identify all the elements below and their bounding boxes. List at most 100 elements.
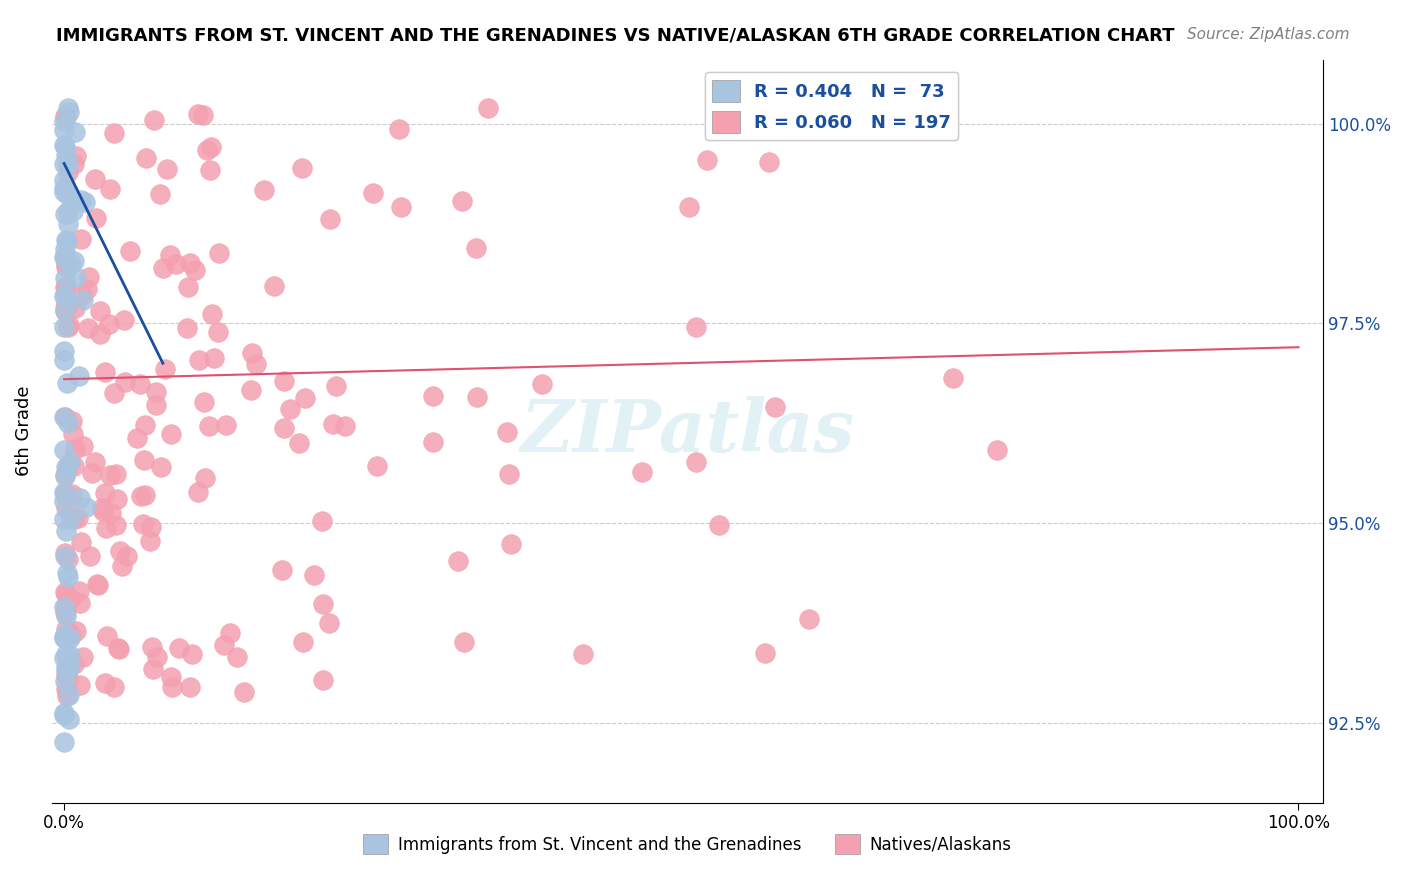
Point xyxy=(63,459,86,474)
Point xyxy=(55,486,77,500)
Point xyxy=(56,689,79,703)
Point xyxy=(388,122,411,136)
Point xyxy=(53,139,76,153)
Point xyxy=(942,370,965,384)
Point xyxy=(160,680,183,694)
Point xyxy=(89,304,111,318)
Point xyxy=(55,280,77,294)
Point xyxy=(312,597,335,611)
Point xyxy=(319,211,342,226)
Point xyxy=(253,183,276,197)
Point xyxy=(91,501,114,516)
Point xyxy=(58,157,80,171)
Point xyxy=(115,549,138,563)
Point xyxy=(53,206,76,220)
Point xyxy=(292,635,315,649)
Point xyxy=(202,351,225,365)
Point xyxy=(763,400,786,414)
Point xyxy=(188,352,211,367)
Point xyxy=(65,624,87,638)
Point xyxy=(53,123,76,137)
Point xyxy=(333,418,356,433)
Point xyxy=(55,604,77,618)
Point xyxy=(72,649,94,664)
Point xyxy=(165,257,187,271)
Point xyxy=(103,386,125,401)
Point xyxy=(77,269,100,284)
Point xyxy=(53,469,76,483)
Point xyxy=(53,302,76,317)
Point xyxy=(363,186,385,201)
Point xyxy=(245,358,267,372)
Point xyxy=(62,204,84,219)
Point xyxy=(160,670,183,684)
Point xyxy=(498,467,520,481)
Legend: R = 0.404   N =  73, R = 0.060   N = 197: R = 0.404 N = 73, R = 0.060 N = 197 xyxy=(706,72,957,140)
Point xyxy=(685,455,707,469)
Point xyxy=(59,632,82,646)
Point xyxy=(53,248,76,262)
Point xyxy=(72,439,94,453)
Point xyxy=(53,467,76,482)
Point xyxy=(53,706,76,720)
Point xyxy=(53,243,76,257)
Point xyxy=(56,204,79,219)
Point xyxy=(142,662,165,676)
Point xyxy=(53,289,76,303)
Point xyxy=(56,101,79,115)
Point xyxy=(70,231,93,245)
Point xyxy=(103,126,125,140)
Point xyxy=(55,233,77,247)
Point xyxy=(145,384,167,399)
Point xyxy=(55,376,77,390)
Point xyxy=(110,559,132,574)
Point xyxy=(179,681,201,695)
Point xyxy=(145,398,167,412)
Point xyxy=(55,260,77,274)
Point xyxy=(287,436,309,450)
Point xyxy=(55,111,77,125)
Point xyxy=(84,454,107,468)
Point xyxy=(60,591,83,606)
Point xyxy=(325,379,347,393)
Point xyxy=(84,211,107,226)
Text: IMMIGRANTS FROM ST. VINCENT AND THE GRENADINES VS NATIVE/ALASKAN 6TH GRADE CORRE: IMMIGRANTS FROM ST. VINCENT AND THE GREN… xyxy=(56,27,1175,45)
Point xyxy=(200,140,222,154)
Point xyxy=(53,252,76,266)
Point xyxy=(53,443,76,458)
Point xyxy=(65,125,87,139)
Point xyxy=(55,257,77,271)
Point xyxy=(53,157,76,171)
Point xyxy=(114,376,136,390)
Point xyxy=(233,684,256,698)
Point xyxy=(263,278,285,293)
Point xyxy=(56,552,79,566)
Point xyxy=(69,534,91,549)
Point xyxy=(76,282,98,296)
Point xyxy=(134,488,156,502)
Point xyxy=(318,615,340,630)
Point xyxy=(239,384,262,398)
Point xyxy=(60,414,83,428)
Point xyxy=(53,708,76,723)
Point xyxy=(55,605,77,619)
Point xyxy=(389,200,412,214)
Point xyxy=(63,512,86,526)
Point xyxy=(55,460,77,475)
Point xyxy=(311,515,333,529)
Point xyxy=(55,409,77,424)
Point xyxy=(207,326,229,340)
Point xyxy=(79,549,101,564)
Point xyxy=(986,442,1008,457)
Point xyxy=(77,321,100,335)
Point xyxy=(176,321,198,335)
Point xyxy=(105,491,128,506)
Point xyxy=(67,511,90,525)
Point xyxy=(453,634,475,648)
Point xyxy=(129,376,152,391)
Point xyxy=(55,599,77,614)
Point xyxy=(53,410,76,425)
Point xyxy=(56,570,79,584)
Point xyxy=(208,245,231,260)
Point xyxy=(53,109,76,123)
